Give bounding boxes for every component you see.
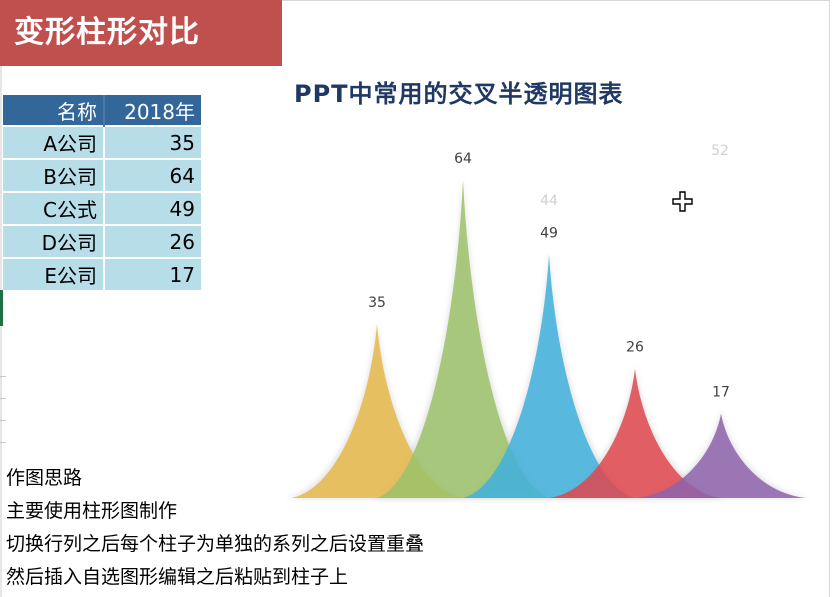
table-row: C公式 49 [3,191,201,225]
notes-line: 主要使用柱形图制作 [6,500,178,522]
bar-C公式[interactable] [463,254,635,498]
data-label: 35 [368,295,386,311]
ghost-data-label: 18 [626,360,644,376]
cell-value[interactable]: 17 [103,257,201,290]
sheet-right-border [829,0,830,597]
table-row: B公司 64 [3,158,201,192]
sheet-top-border [282,0,830,1]
cell-name[interactable]: D公司 [3,224,104,258]
row-gridline [0,442,6,443]
bar-D公司[interactable] [549,368,721,498]
bar-A公司[interactable] [291,324,463,498]
ghost-data-label: 44 [540,193,558,209]
ghost-data-label: 52 [711,143,729,159]
ghost-data-label: 49 [454,162,472,178]
cell-name[interactable]: C公式 [3,191,104,225]
data-label: 64 [454,151,472,167]
row-gridline [0,420,6,421]
move-cursor-icon [672,191,693,212]
cell-value[interactable]: 64 [103,158,201,192]
cell-value[interactable]: 49 [103,191,201,225]
row-gridline [0,376,6,377]
table-header-row: 名称 2018年 [3,95,201,126]
header-name[interactable]: 名称 [3,95,104,126]
header-year[interactable]: 2018年 [103,95,201,126]
data-table: 名称 2018年 A公司 35 B公司 64 C公式 49 D公司 26 E公司… [3,95,201,290]
bar-B公司[interactable] [377,179,549,499]
data-label: 49 [540,225,558,241]
cell-name[interactable]: A公司 [3,125,104,159]
table-row: D公司 26 [3,224,201,258]
banner-title: 变形柱形对比 [0,0,282,66]
active-cell-marker [0,290,3,326]
row-gridline [0,398,6,399]
chart-title: PPT中常用的交叉半透明图表 [294,80,624,108]
cell-name[interactable]: B公司 [3,158,104,192]
notes-line: 作图思路 [6,467,83,489]
data-label: 17 [712,384,730,400]
bar-E公司[interactable] [635,413,807,498]
cell-value[interactable]: 35 [103,125,201,159]
notes-line: 切换行列之后每个柱子为单独的系列之后设置重叠 [6,533,425,555]
cell-name[interactable]: E公司 [3,257,104,290]
table-row: E公司 17 [3,257,201,290]
notes-line: 然后插入自选图形编辑之后粘贴到柱子上 [6,566,349,588]
notes-block: 作图思路 主要使用柱形图制作 切换行列之后每个柱子为单独的系列之后设置重叠 然后… [6,462,424,594]
cell-value[interactable]: 26 [103,224,201,258]
data-label: 26 [626,340,644,356]
table-row: A公司 35 [3,125,201,159]
